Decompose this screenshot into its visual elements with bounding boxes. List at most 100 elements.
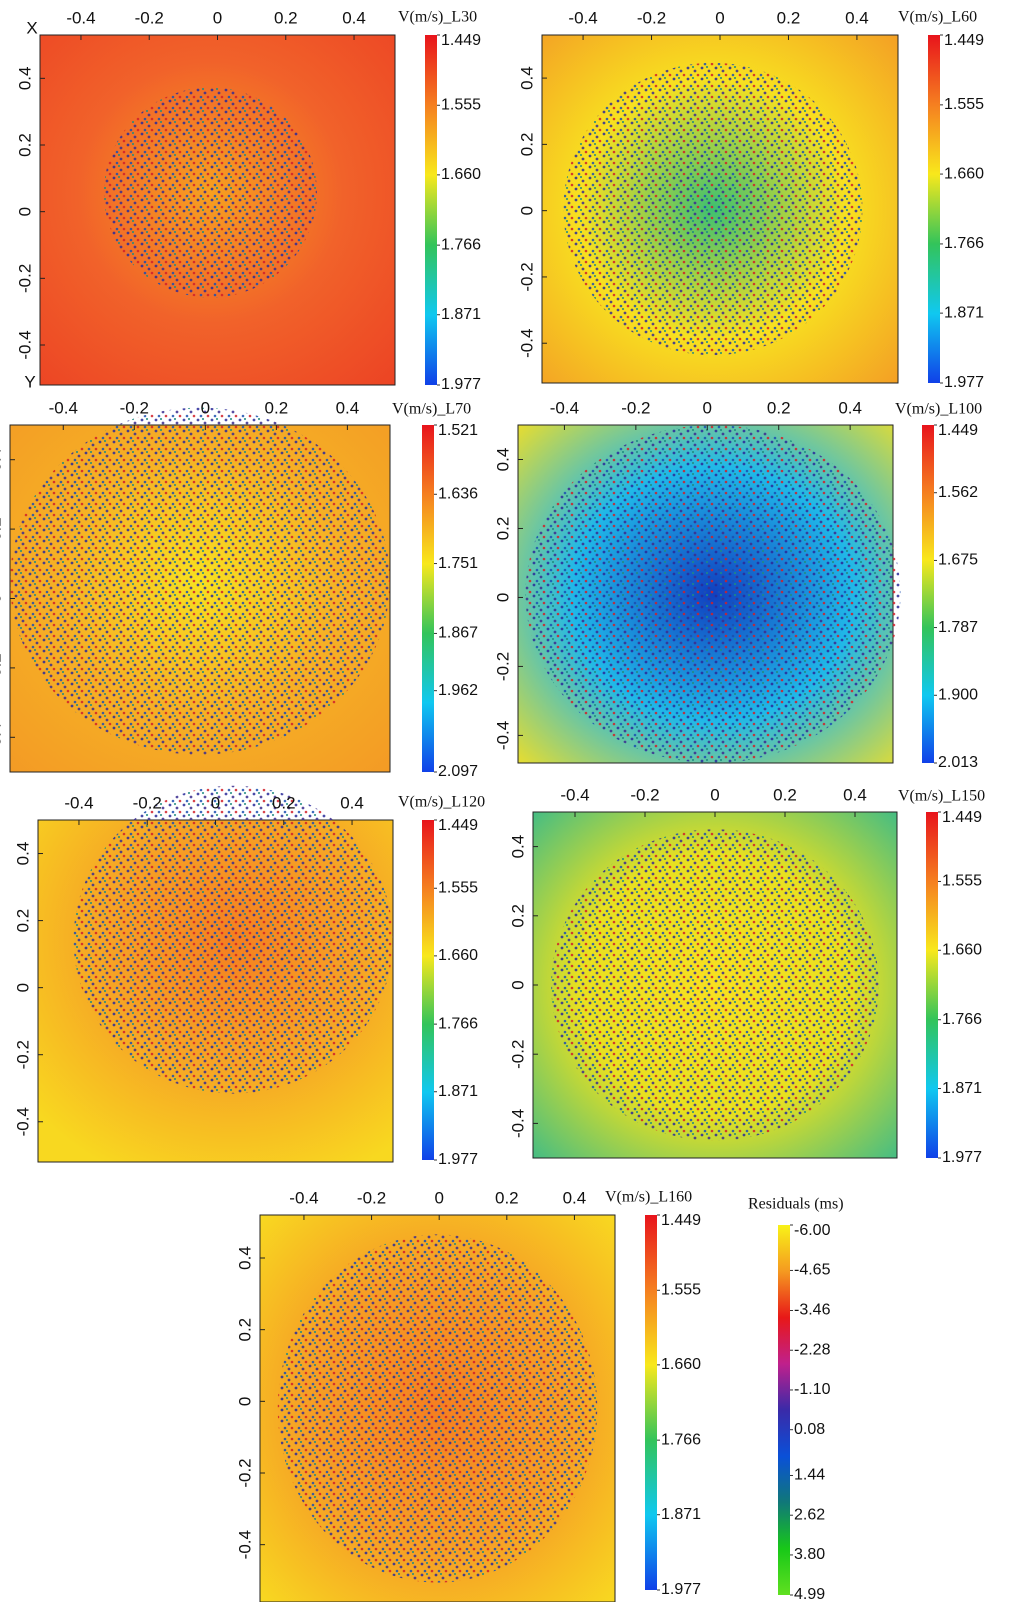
colorbar-label: 1.977 (438, 1151, 478, 1168)
colorbar (922, 425, 934, 763)
y-tick-label: 0.4 (493, 448, 512, 472)
colorbar-label: 1.660 (661, 1356, 701, 1373)
colorbar-title: V(m/s)_L100 (895, 401, 982, 418)
scatter-points (563, 62, 863, 356)
colorbar-title: V(m/s)_L120 (398, 794, 485, 811)
colorbar-label: 1.871 (944, 304, 984, 321)
colorbar-title: V(m/s)_L160 (605, 1189, 692, 1206)
y-tick-label: 0 (0, 594, 4, 603)
colorbar-label: 1.900 (938, 686, 978, 703)
colorbar-label: 2.62 (794, 1506, 825, 1523)
y-tick-label: 0 (15, 207, 34, 216)
colorbar-label: 1.449 (938, 422, 978, 439)
x-tick-label: 0.4 (845, 8, 869, 27)
y-tick-label: 0.2 (13, 909, 32, 933)
colorbar-label: 1.449 (944, 32, 984, 49)
y-tick-label: 0.4 (508, 835, 527, 859)
x-tick-label: 0 (434, 1188, 443, 1207)
y-tick-label: 0.4 (15, 67, 34, 91)
colorbar-label: 1.660 (441, 166, 481, 183)
y-tick-label: 0 (508, 980, 527, 989)
x-tick-label: 0.4 (342, 8, 366, 27)
y-tick-label: -0.4 (15, 330, 34, 359)
scatter-points (277, 1234, 598, 1583)
x-tick-label: 0.2 (265, 398, 289, 417)
x-tick-label: -0.4 (550, 398, 579, 417)
y-tick-label: 0.2 (493, 517, 512, 541)
colorbar (422, 425, 434, 772)
x-tick-label: -0.4 (49, 398, 78, 417)
y-tick-label: 0 (13, 983, 32, 992)
colorbar-label: 1.977 (441, 376, 481, 393)
y-tick-label: -0.4 (235, 1530, 254, 1559)
y-axis-label: Y (24, 372, 35, 391)
y-tick-label: -0.4 (13, 1107, 32, 1136)
y-tick-label: -0.4 (517, 329, 536, 358)
colorbar-label: -2.28 (794, 1341, 831, 1358)
y-tick-label: 0.4 (13, 842, 32, 866)
colorbar-label: 1.766 (441, 236, 481, 253)
colorbar-label: 1.44 (794, 1467, 825, 1484)
colorbar-label: 1.521 (438, 422, 478, 439)
x-tick-label: -0.2 (630, 785, 659, 804)
x-tick-label: 0.4 (563, 1188, 587, 1207)
y-tick-label: 0 (493, 593, 512, 602)
y-tick-label: -0.2 (235, 1458, 254, 1487)
x-tick-label: -0.2 (135, 8, 164, 27)
colorbar-label: 1.871 (942, 1080, 982, 1097)
colorbar-label: 1.766 (438, 1015, 478, 1032)
colorbar-label: 1.766 (944, 235, 984, 252)
colorbar (422, 820, 434, 1160)
y-tick-label: -0.2 (517, 262, 536, 291)
colorbar-label: 1.871 (438, 1083, 478, 1100)
colorbar-label: 1.871 (441, 306, 481, 323)
colorbar-label: 1.449 (438, 817, 478, 834)
colorbar-label: 1.871 (661, 1506, 701, 1523)
x-tick-label: 0 (211, 793, 220, 812)
x-tick-label: 0 (710, 785, 719, 804)
colorbar-label: 1.867 (438, 625, 478, 642)
colorbar-label: 1.636 (438, 485, 478, 502)
colorbar-label: 1.660 (944, 165, 984, 182)
colorbar-label: 2.097 (438, 763, 478, 780)
colorbar-label: 1.555 (944, 96, 984, 113)
x-tick-label: -0.2 (357, 1188, 386, 1207)
colorbar (926, 812, 938, 1158)
y-tick-label: 0.4 (235, 1246, 254, 1270)
y-tick-label: -0.4 (493, 721, 512, 750)
y-tick-label: 0.2 (0, 517, 4, 541)
colorbar-label: 1.555 (441, 96, 481, 113)
colorbar-label: 2.013 (938, 754, 978, 771)
x-tick-label: -0.4 (289, 1188, 318, 1207)
x-tick-label: -0.2 (637, 8, 666, 27)
x-tick-label: -0.2 (120, 398, 149, 417)
y-tick-label: -0.2 (0, 653, 4, 682)
colorbar-title: V(m/s)_L70 (392, 401, 471, 418)
y-tick-label: 0 (517, 206, 536, 215)
scatter-points (525, 425, 901, 763)
colorbar-label: 1.751 (438, 555, 478, 572)
colorbar-title: V(m/s)_L30 (398, 9, 477, 26)
colorbar-title: V(m/s)_L60 (898, 9, 977, 26)
colorbar-label: 1.787 (938, 619, 978, 636)
colorbar-label: 1.675 (938, 552, 978, 569)
colorbar-label: 1.449 (441, 32, 481, 49)
x-tick-label: -0.2 (133, 793, 162, 812)
x-tick-label: 0.4 (336, 398, 360, 417)
x-tick-label: 0 (213, 8, 222, 27)
scatter-points (551, 829, 879, 1141)
colorbar-label: 3.80 (794, 1546, 825, 1563)
colorbar (928, 35, 940, 383)
x-tick-label: 0 (703, 398, 712, 417)
x-tick-label: 0.4 (843, 785, 867, 804)
x-tick-label: 0.2 (495, 1188, 519, 1207)
x-tick-label: -0.4 (64, 793, 93, 812)
scatter-points (103, 87, 317, 298)
colorbar-label: 1.562 (938, 484, 978, 501)
colorbar-label: 1.766 (661, 1431, 701, 1448)
y-tick-label: -0.2 (13, 1040, 32, 1069)
x-tick-label: 0 (715, 8, 724, 27)
colorbar-label: 1.977 (661, 1581, 701, 1598)
scatter-points (10, 407, 390, 755)
x-tick-label: 0.4 (838, 398, 862, 417)
